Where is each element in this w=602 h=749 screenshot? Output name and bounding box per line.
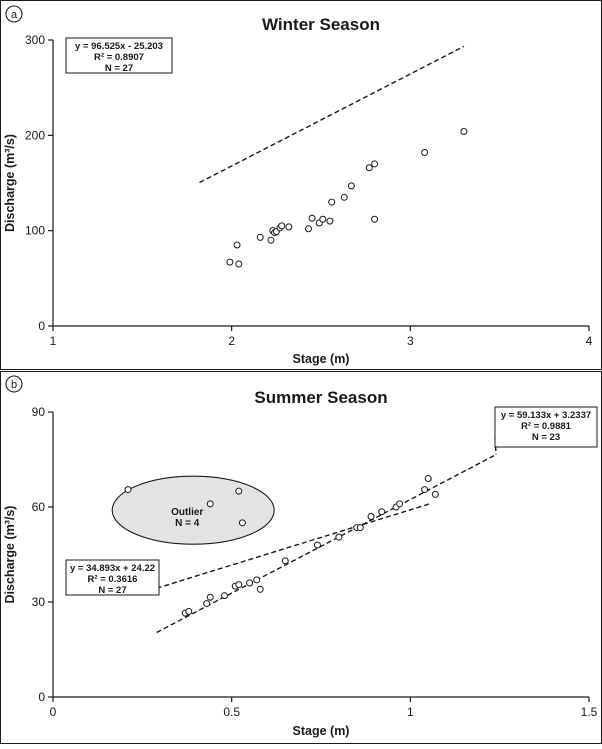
- data-point: [460, 128, 468, 136]
- chart-title: Summer Season: [254, 388, 387, 407]
- chart-title: Winter Season: [262, 15, 380, 34]
- data-point: [253, 576, 261, 584]
- data-point: [246, 579, 254, 587]
- trendline: [199, 45, 465, 184]
- data-point: [235, 581, 243, 589]
- data-point: [371, 215, 379, 223]
- data-point: [235, 260, 243, 268]
- equation-text: y = 96.525x - 25.203: [75, 41, 163, 52]
- x-tick-label: 1: [407, 705, 414, 719]
- data-point: [256, 585, 264, 593]
- data-point: [304, 225, 312, 233]
- panel-letter: b: [11, 379, 17, 391]
- data-point: [233, 241, 241, 249]
- data-point: [371, 160, 379, 168]
- equation-text: y = 34.893x + 24.22: [70, 563, 155, 574]
- data-point: [308, 214, 316, 222]
- equation-box: [65, 37, 173, 74]
- outlier-point: [124, 486, 132, 494]
- x-axis-title: Stage (m): [293, 352, 350, 366]
- data-point: [313, 541, 321, 549]
- equation-text: R² = 0.3616: [88, 574, 138, 585]
- panel-letter-circle: [5, 375, 23, 393]
- y-tick-label: 200: [25, 128, 45, 142]
- data-point: [335, 533, 343, 541]
- data-point: [328, 198, 336, 206]
- y-tick-label: 0: [38, 690, 45, 704]
- data-point: [285, 223, 293, 231]
- outlier-point: [206, 500, 214, 508]
- y-tick-label: 60: [32, 500, 46, 514]
- data-point: [365, 164, 373, 172]
- data-point: [367, 513, 375, 520]
- x-tick-label: 2: [228, 334, 235, 348]
- data-point: [203, 600, 211, 608]
- data-point: [206, 593, 214, 601]
- equation-box: [65, 559, 160, 596]
- equation-text: y = 59.133x + 3.2337: [501, 410, 591, 421]
- data-point: [278, 222, 286, 230]
- outlier-point: [238, 519, 246, 527]
- x-tick-label: 1.5: [581, 705, 598, 719]
- data-point: [326, 217, 334, 225]
- outlier-ellipse: [111, 475, 275, 545]
- panel-b: b Summer Season 0 0.5 1 1.5 0 30 60 90 Stage (m) Di…: [0, 371, 602, 744]
- x-tick-label: 4: [586, 334, 593, 348]
- y-axis-title: Discharge (m³/s): [3, 134, 17, 232]
- y-tick-label: 90: [32, 405, 46, 419]
- equation-text: N = 27: [105, 63, 133, 74]
- y-tick-label: 300: [25, 33, 45, 47]
- equation-box: [494, 406, 598, 448]
- data-point: [340, 193, 348, 201]
- equation-text: N = 23: [532, 432, 560, 443]
- outlier-label: Outlier: [171, 507, 203, 518]
- data-point: [226, 258, 234, 266]
- equation-text: N = 27: [98, 585, 126, 596]
- outlier-point: [235, 487, 243, 495]
- data-point: [267, 236, 275, 244]
- panel-letter: a: [11, 9, 18, 21]
- data-point: [421, 148, 429, 156]
- trendline: [156, 502, 432, 589]
- y-tick-label: 0: [38, 319, 45, 333]
- data-point: [396, 500, 404, 508]
- x-tick-label: 1: [50, 334, 57, 348]
- outlier-label: N = 4: [175, 518, 200, 529]
- y-axis-title: Discharge (m³/s): [3, 506, 17, 604]
- data-point: [319, 215, 327, 223]
- equation-text: R² = 0.8907: [94, 52, 144, 63]
- y-tick-label: 30: [32, 595, 46, 609]
- data-point: [185, 608, 193, 615]
- data-point: [356, 524, 364, 532]
- data-point: [256, 233, 264, 241]
- x-tick-label: 0.5: [223, 705, 240, 719]
- data-point: [347, 182, 355, 190]
- x-axis-title: Stage (m): [293, 724, 350, 738]
- panel-letter-circle: [5, 5, 23, 23]
- x-tick-label: 0: [50, 705, 57, 719]
- equation-text: R² = 0.9881: [521, 421, 572, 432]
- x-tick-label: 3: [407, 334, 414, 348]
- panel-a: a Winter Season 1 2 3 4 0 100 200 300 Stage (m) Dis…: [0, 0, 602, 370]
- data-point: [378, 508, 386, 516]
- data-point: [424, 475, 432, 482]
- data-point: [281, 557, 289, 565]
- y-tick-label: 100: [25, 224, 45, 238]
- data-point: [421, 486, 429, 494]
- data-point: [221, 592, 229, 600]
- data-point: [431, 490, 439, 498]
